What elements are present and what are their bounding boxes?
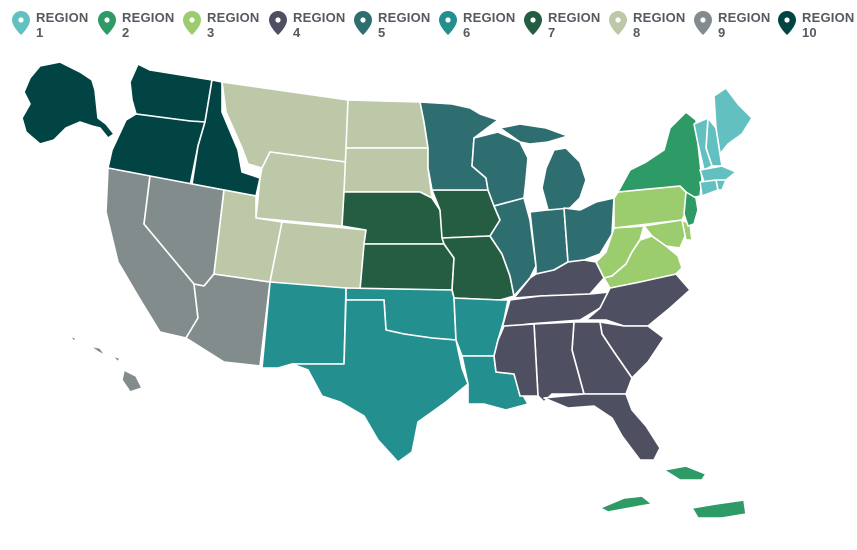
map-pin-icon xyxy=(354,11,372,35)
state-connecticut[interactable] xyxy=(699,179,719,197)
legend-label: REGION 10 xyxy=(802,10,855,40)
state-washington[interactable] xyxy=(129,63,213,123)
legend-label: REGION 3 xyxy=(207,10,260,40)
legend-label: REGION 6 xyxy=(463,10,516,40)
state-indiana[interactable] xyxy=(529,207,569,275)
legend-label: REGION 4 xyxy=(293,10,346,40)
state-new-jersey[interactable] xyxy=(683,191,699,227)
map-pin-icon xyxy=(524,11,542,35)
legend-label: REGION 2 xyxy=(122,10,175,40)
state-maine[interactable] xyxy=(713,87,753,155)
legend-label: REGION 1 xyxy=(36,10,89,40)
state-michigan[interactable] xyxy=(499,123,587,211)
state-south-dakota[interactable] xyxy=(343,147,433,199)
territory-puerto-rico[interactable] xyxy=(663,465,707,481)
map-pin-icon xyxy=(609,11,627,35)
map-pin-icon xyxy=(12,11,30,35)
state-iowa[interactable] xyxy=(431,189,501,239)
map-pin-icon xyxy=(439,11,457,35)
territory-virgin-islands[interactable] xyxy=(599,495,747,519)
map-pin-icon xyxy=(98,11,116,35)
state-new-york[interactable] xyxy=(617,111,703,199)
state-mississippi[interactable] xyxy=(493,323,539,397)
map-pin-icon xyxy=(183,11,201,35)
legend-label: REGION 9 xyxy=(718,10,771,40)
state-massachusetts[interactable] xyxy=(699,165,737,183)
legend-label: REGION 8 xyxy=(633,10,686,40)
state-arizona[interactable] xyxy=(185,273,271,367)
legend: REGION 1 REGION 2 REGION 3 REGION 4 REGION 5 … xyxy=(12,8,855,48)
map-pin-icon xyxy=(694,11,712,35)
map-pin-icon xyxy=(778,11,796,35)
state-new-mexico[interactable] xyxy=(261,281,347,369)
state-wyoming[interactable] xyxy=(255,151,347,227)
state-kansas[interactable] xyxy=(359,243,455,291)
state-alabama[interactable] xyxy=(533,321,585,403)
state-texas[interactable] xyxy=(291,299,469,463)
state-illinois[interactable] xyxy=(489,197,537,297)
legend-label: REGION 7 xyxy=(548,10,601,40)
map-pin-icon xyxy=(269,11,287,35)
state-colorado[interactable] xyxy=(269,221,367,291)
state-florida[interactable] xyxy=(543,393,661,461)
state-hawaii[interactable] xyxy=(69,335,143,393)
state-alaska[interactable] xyxy=(21,61,115,145)
state-rhode-island[interactable] xyxy=(715,179,727,191)
state-north-dakota[interactable] xyxy=(345,99,429,149)
legend-label: REGION 5 xyxy=(378,10,431,40)
state-vermont[interactable] xyxy=(693,117,713,171)
